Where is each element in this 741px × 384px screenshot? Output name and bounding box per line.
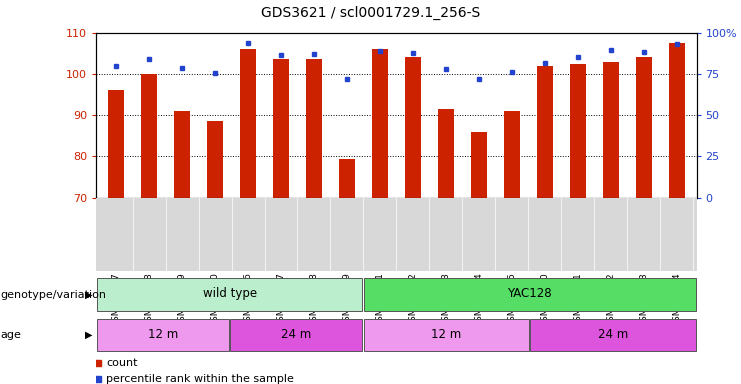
Bar [108, 91, 124, 198]
Text: age: age [1, 330, 21, 340]
Bar [504, 111, 520, 198]
Bar [306, 60, 322, 198]
Bar [240, 49, 256, 198]
Bar [207, 121, 223, 198]
Bar [570, 64, 586, 198]
Text: wild type: wild type [202, 288, 257, 301]
Bar [602, 61, 619, 198]
Bar [273, 60, 289, 198]
Text: 24 m: 24 m [598, 328, 628, 341]
Bar [230, 319, 362, 351]
Text: 12 m: 12 m [148, 328, 178, 341]
Bar [97, 319, 229, 351]
Bar [536, 66, 553, 198]
Bar [174, 111, 190, 198]
Text: count: count [106, 358, 138, 368]
Bar [668, 43, 685, 198]
Bar [364, 319, 529, 351]
Bar [438, 109, 454, 198]
Text: 24 m: 24 m [282, 328, 311, 341]
Text: YAC128: YAC128 [508, 288, 552, 301]
Text: ▶: ▶ [85, 290, 93, 300]
Bar [372, 49, 388, 198]
Text: ▶: ▶ [85, 330, 93, 340]
Bar [471, 132, 487, 198]
Text: percentile rank within the sample: percentile rank within the sample [106, 374, 294, 384]
Bar [531, 319, 696, 351]
Text: GDS3621 / scl0001729.1_256-S: GDS3621 / scl0001729.1_256-S [261, 6, 480, 20]
Bar [97, 278, 362, 311]
Text: 12 m: 12 m [431, 328, 462, 341]
Text: genotype/variation: genotype/variation [1, 290, 107, 300]
Bar [636, 58, 652, 198]
Bar [141, 74, 157, 198]
Bar [405, 58, 421, 198]
Bar [364, 278, 696, 311]
Bar [339, 159, 355, 198]
